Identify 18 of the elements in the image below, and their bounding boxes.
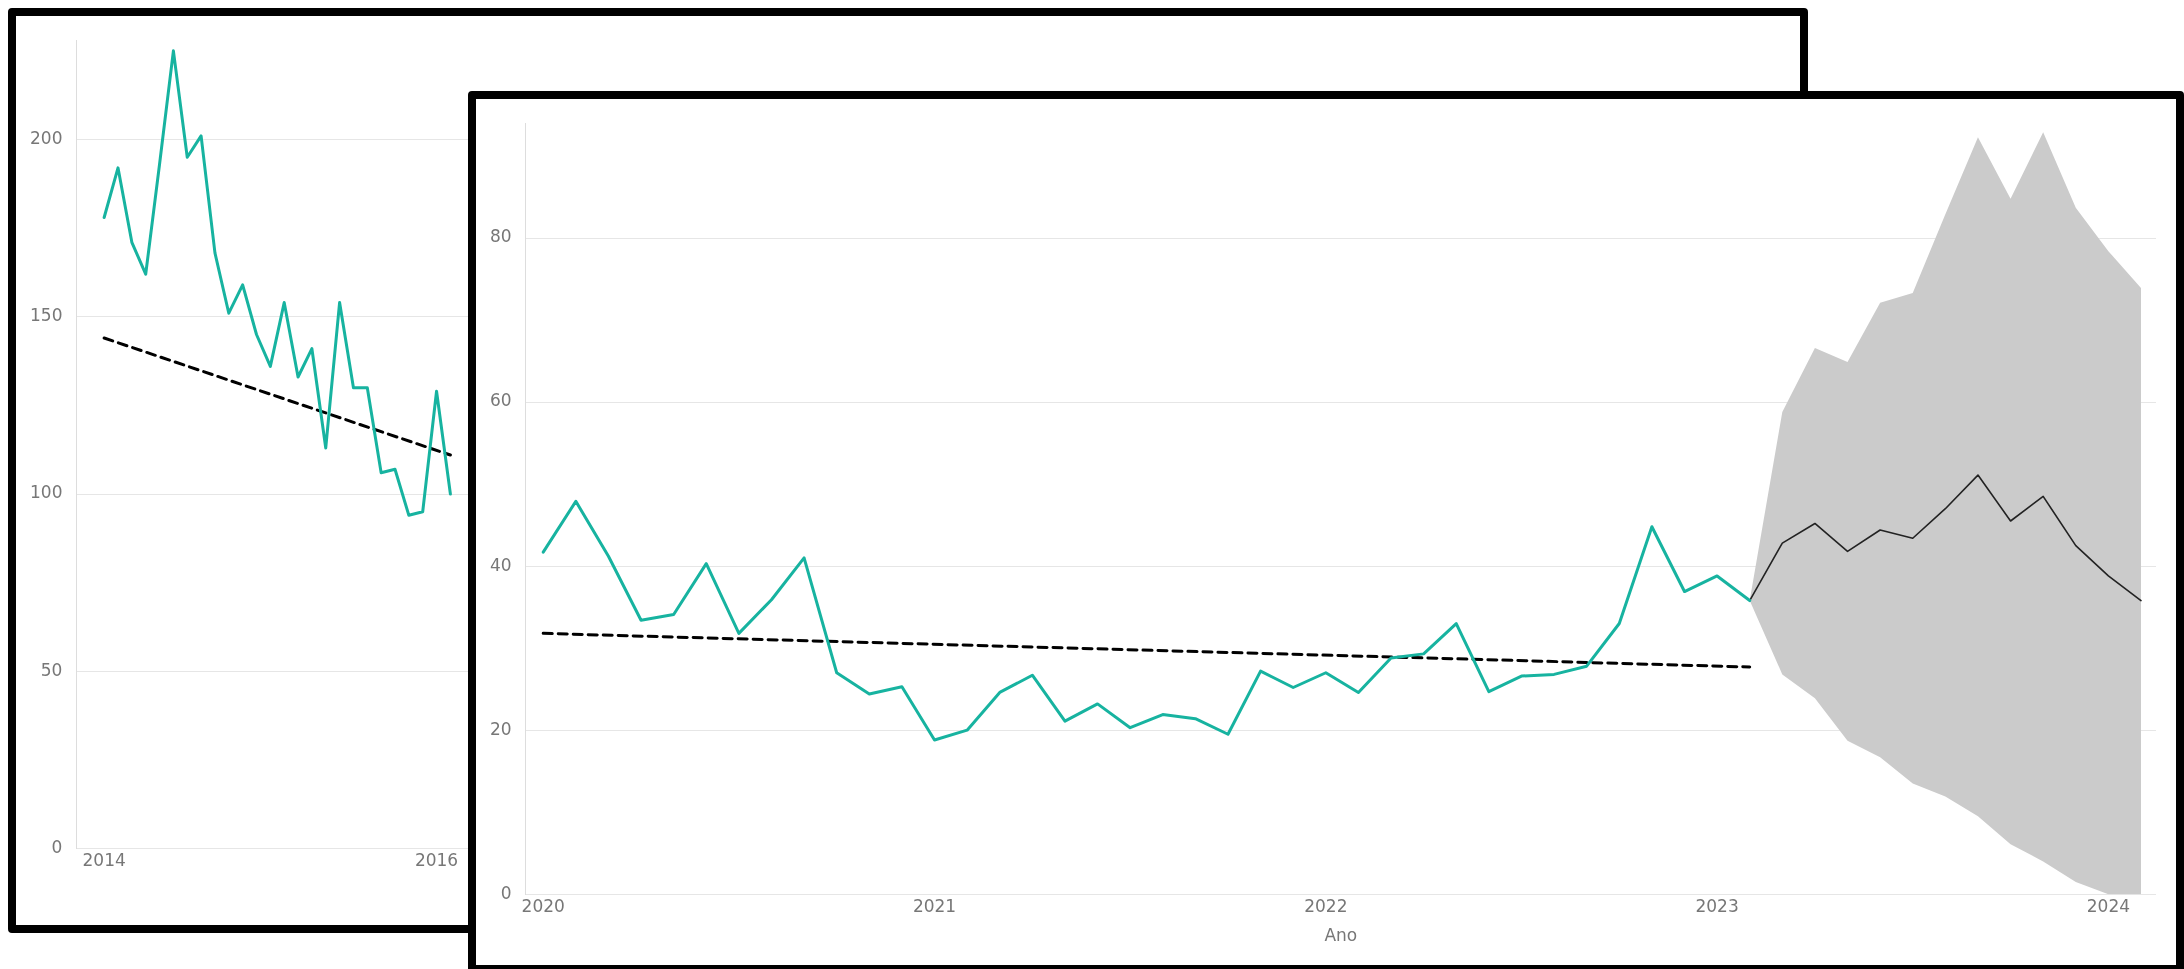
x-axis-title: Ano (1324, 925, 1358, 946)
x-tick-label: 2016 (414, 850, 459, 871)
y-tick-label: 80 (489, 226, 512, 247)
y-tick-label: 100 (29, 482, 63, 503)
x-tick-label: 2014 (82, 850, 126, 871)
y-tick-label: 60 (489, 390, 512, 411)
x-tick-label: 2024 (2086, 895, 2131, 916)
y-tick-label: 0 (51, 837, 63, 858)
y-tick-label: 200 (29, 127, 63, 148)
y-tick-label: 0 (500, 882, 512, 903)
y-tick-label: 40 (489, 554, 512, 575)
x-tick-label: 2021 (912, 895, 957, 916)
x-tick-label: 2020 (521, 895, 565, 916)
y-tick-label: 50 (40, 659, 63, 680)
y-tick-label: 150 (29, 305, 63, 326)
x-tick-label: 2023 (1695, 895, 1739, 916)
x-tick-label: 2022 (1304, 895, 1348, 916)
y-tick-label: 20 (489, 718, 512, 739)
